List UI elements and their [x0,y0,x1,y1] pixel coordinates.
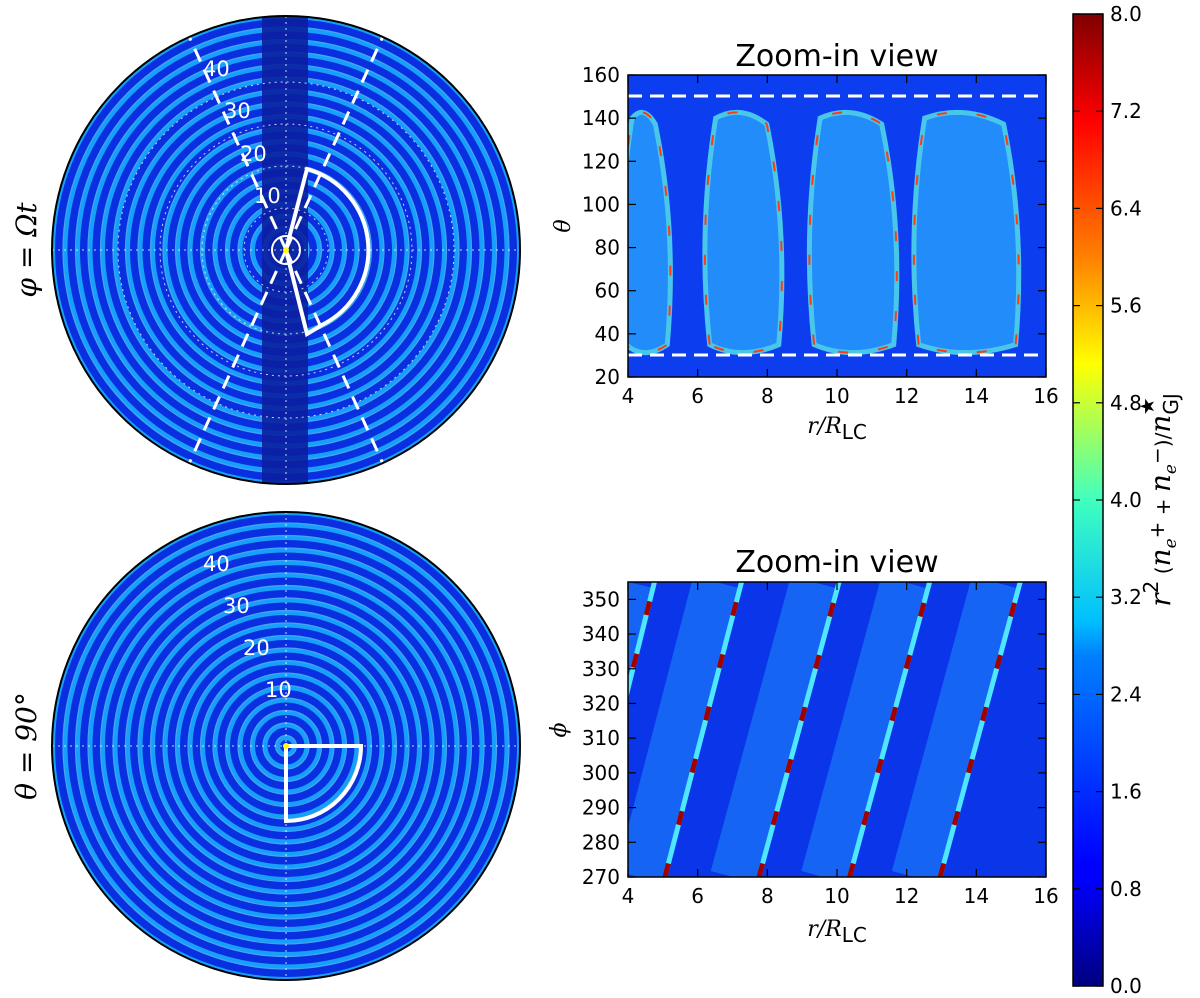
x-tick-label: 4 [622,884,635,908]
colorbar-tick-label: 7.2 [1110,99,1142,123]
colorbar-tick-label: 4.8 [1110,391,1142,415]
ring-band [113,573,459,919]
x-tick-label: 16 [1033,884,1058,908]
x-tick-label: 8 [761,384,774,408]
x-tick-label: 6 [691,384,704,408]
current-sheet-blob [911,109,1022,356]
top-left-polar-panel: φ = Ωt 10 20 [10,15,521,485]
bottom-left-zoom-wedge [284,744,364,824]
y-tick-label: 300 [582,761,620,785]
top-left-ring-label: 20 [240,142,267,166]
colorbar-tick-label: 2.4 [1110,682,1142,706]
x-tick-label: 8 [761,884,774,908]
bottom-left-ring-label: 20 [243,636,270,660]
streak-ridge [937,582,1023,877]
top-right-title: Zoom-in view [735,39,938,74]
bottom-left-polar-frame [51,511,521,981]
colorbar-tick-label: 6.4 [1110,196,1142,220]
y-tick-label: 40 [595,322,620,346]
y-tick-label: 330 [582,657,620,681]
colorbar-ticks: 0.0 0.8 1.6 2.4 3.2 4.0 4.8 5.6 6.4 7.2 8.0 [1073,2,1142,998]
ring-band [162,622,410,870]
x-tick-label: 12 [894,884,919,908]
current-sheet-edge [912,111,1020,354]
bottom-left-ring-label: 30 [223,594,250,618]
top-right-ylabel: θ [551,219,576,232]
bottom-left-row-label: θ = 90° [10,692,43,800]
streak-ridge [847,582,933,877]
bottom-right-ylabel: ϕ [547,723,572,738]
y-tick-label: 120 [582,149,620,173]
top-right-dashed-lines [628,94,1046,357]
bottom-right-xlabel: r/RLC [807,917,867,947]
y-tick-label: 60 [595,279,620,303]
current-sheet-blob [628,109,673,356]
colorbar-tick-label: 3.2 [1110,585,1142,609]
colorbar-tick-label: 1.6 [1110,780,1142,804]
top-right-structures [628,109,1022,356]
y-tick-label: 340 [582,622,620,646]
streak-band [801,582,926,877]
colorbar-tick-label: 5.6 [1110,294,1142,318]
y-tick-label: 350 [582,587,620,611]
current-sheet-edge [808,111,898,354]
streak-band [710,582,836,877]
y-tick-label: 100 [582,192,620,216]
bottom-right-axes: 4 6 8 10 12 14 16 270 280 290 300 310 320 330 340 350 [582,582,1059,908]
top-left-polar-frame [51,15,521,485]
current-sheet-blob [806,109,900,356]
ring-band [174,634,398,858]
top-right-xlabel: r/RLC [807,414,867,444]
bottom-left-ring-label: 40 [203,552,230,576]
colorbar-tick-label: 8.0 [1110,2,1142,26]
x-tick-label: 6 [691,884,704,908]
streak-band [628,582,738,877]
x-tick-label: 14 [964,884,989,908]
colorbar-tick-label: 0.0 [1110,974,1142,998]
y-tick-label: 80 [595,236,620,260]
y-tick-label: 320 [582,691,620,715]
y-tick-label: 140 [582,106,620,130]
y-tick-label: 310 [582,726,620,750]
y-tick-label: 160 [582,63,620,87]
top-left-ring-label: 40 [203,57,230,81]
x-tick-label: 16 [1033,384,1058,408]
y-tick-label: 280 [582,830,620,854]
ring-band [149,609,423,883]
streak-ridge [756,582,842,877]
top-right-zoom-panel: Zoom-in view 4 6 8 10 12 14 16 20 40 60 80 100 120 14… [551,39,1059,444]
y-tick-label: 270 [582,865,620,889]
ring-band [88,548,484,944]
colorbar-tick-label: 0.8 [1110,877,1142,901]
bottom-left-ring-label: 10 [265,678,292,702]
bottom-left-polar-panel: θ = 90° 10 20 30 40 [10,511,521,981]
x-tick-label: 10 [824,384,849,408]
streak-ridge [628,582,657,700]
y-tick-label: 20 [595,365,620,389]
bottom-right-zoom-panel: Zoom-in view 4 6 8 10 12 14 16 270 280 290 300 310 3… [547,545,1059,947]
x-tick-label: 14 [964,384,989,408]
top-left-row-label: φ = Ωt [10,202,43,298]
streak-band [891,582,1017,877]
top-left-zoom-wedge [283,166,371,338]
current-sheet-blob [702,109,785,356]
bottom-right-title: Zoom-in view [735,545,938,580]
top-right-axes: 4 6 8 10 12 14 16 20 40 60 80 100 120 140 160 [582,63,1059,408]
current-sheet-edge [703,111,783,354]
streak-ridge [662,582,744,877]
x-tick-label: 12 [894,384,919,408]
x-tick-label: 10 [824,884,849,908]
y-tick-label: 290 [582,796,620,820]
top-left-ring-label: 30 [224,99,251,123]
x-tick-label: 4 [622,384,635,408]
bottom-right-structures [628,582,1023,877]
colorbar: 0.0 0.8 1.6 2.4 3.2 4.0 4.8 5.6 6.4 7.2 8.0 r2 (ne… [1072,2,1183,998]
colorbar-label: r2 (ne+ + ne−)/nGJ★ [1135,393,1183,607]
colorbar-tick-label: 4.0 [1110,488,1142,512]
top-left-ring-label: 10 [254,184,281,208]
ring-band [101,561,471,931]
